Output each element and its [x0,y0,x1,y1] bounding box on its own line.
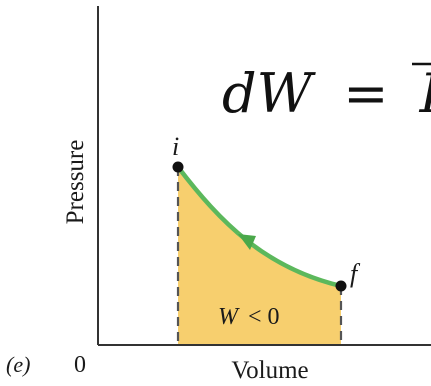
direction-arrow-icon [238,234,256,250]
initial-point [172,161,184,173]
y-axis-label: Pressure [62,140,89,225]
equation-rhs: P [419,62,431,125]
x-axis-label: Volume [231,357,308,384]
final-point-label: f [350,259,361,288]
initial-point-label: i [172,132,179,161]
origin-label: 0 [74,352,86,378]
equation-lhs: dW [222,62,317,125]
panel-label: (e) [6,352,30,377]
work-label: W < 0 [218,304,280,330]
equation: dW = P [222,62,431,125]
work-area [178,167,341,345]
work-relation: < 0 [248,304,280,330]
work-symbol: W [218,304,240,330]
equation-operator: = [343,62,388,125]
final-point [335,280,347,292]
